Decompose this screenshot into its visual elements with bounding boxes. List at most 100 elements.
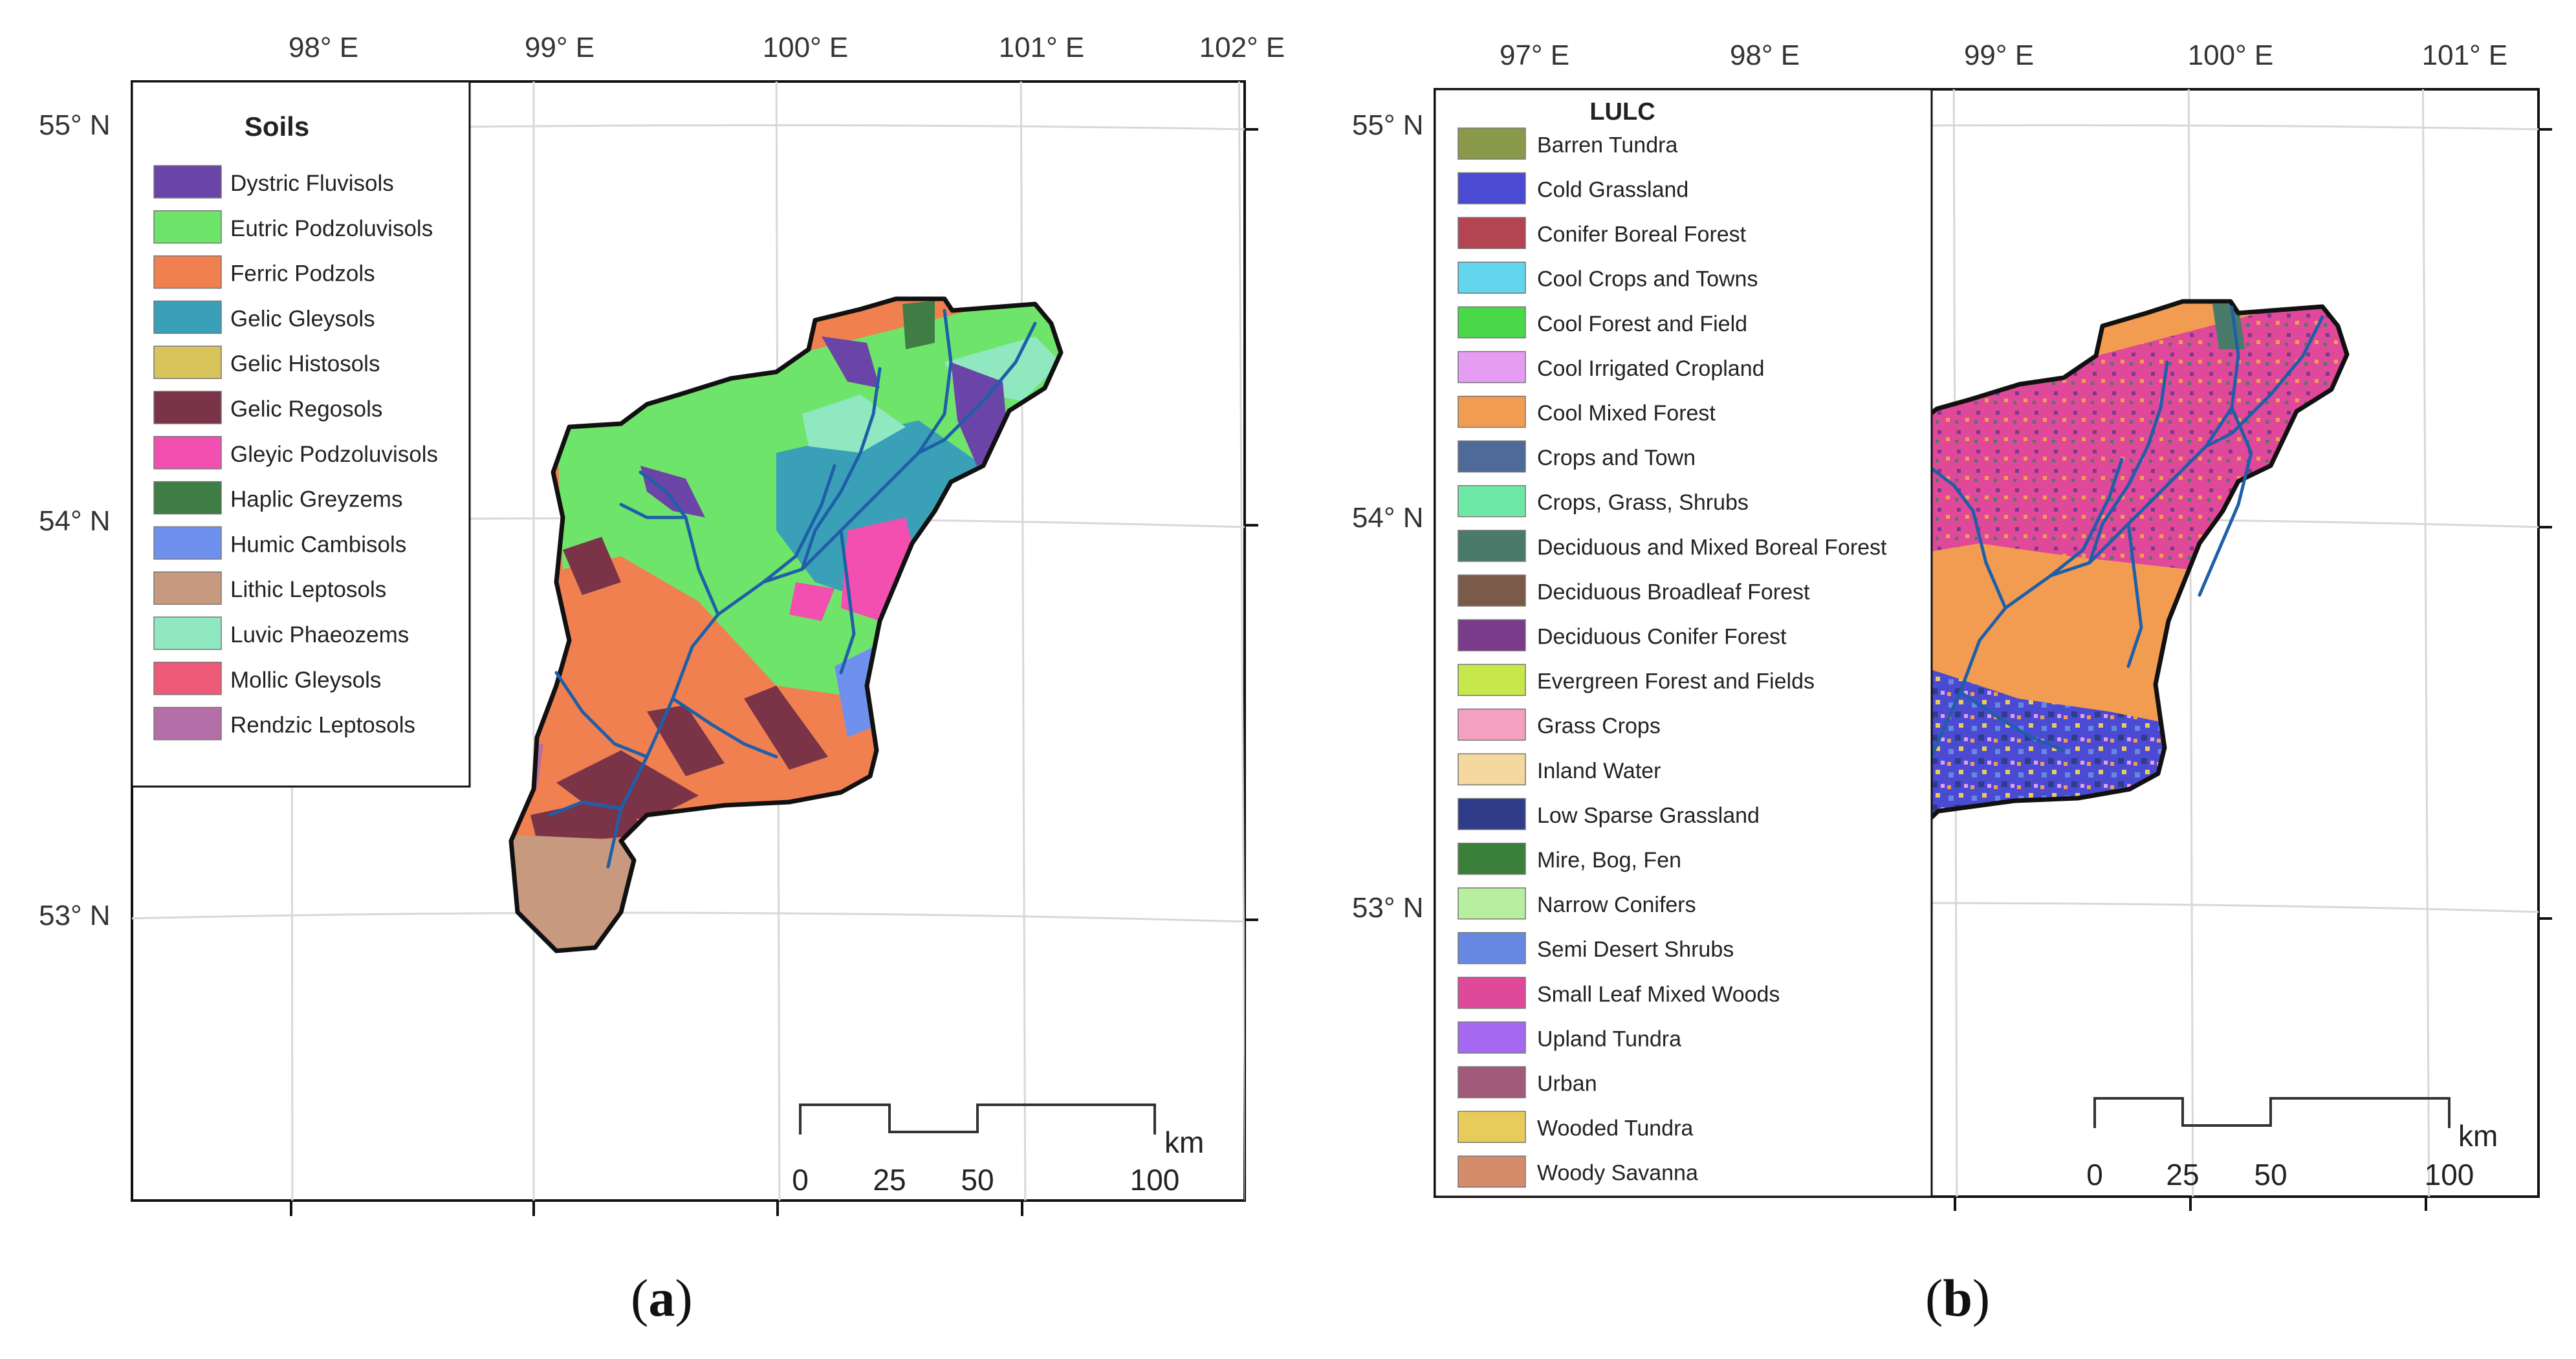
- legend-label: Deciduous Conifer Forest: [1537, 625, 1787, 649]
- basin-boundary: [508, 296, 1064, 953]
- legend-label: Narrow Conifers: [1537, 893, 1696, 917]
- legend-label: Mollic Gleysols: [230, 668, 381, 693]
- scale-bar: 0 25 50 100 km: [792, 1104, 1204, 1197]
- river-tributary: [1958, 690, 2066, 752]
- legend-label: Gelic Regosols: [230, 397, 382, 422]
- lulc-map: 97° E 98° E 99° E 100° E 101° E 55° N 54…: [1352, 39, 2552, 1211]
- river-tributary: [2126, 522, 2143, 668]
- river-network: [1842, 305, 2324, 862]
- legend-swatch: [153, 391, 222, 424]
- scale-bar-line: [799, 1104, 1156, 1135]
- legend-swatch: [153, 300, 222, 334]
- scale-bar-line: [2093, 1097, 2450, 1128]
- lon-label: 98° E: [1730, 39, 1800, 71]
- lon-label: 97° E: [1500, 39, 1569, 71]
- legend-label: Evergreen Forest and Fields: [1537, 669, 1815, 694]
- legend-label: Gelic Gleysols: [230, 306, 375, 331]
- legend-swatch: [1457, 708, 1526, 741]
- river-main: [606, 309, 953, 869]
- legend-swatch: [153, 255, 222, 289]
- legend-swatch: [153, 571, 222, 605]
- river-tributary: [2049, 457, 2124, 578]
- legend-label: Cool Crops and Towns: [1537, 267, 1758, 292]
- graticule-lon-line: [1020, 82, 1027, 1201]
- legend-label: Cool Mixed Forest: [1537, 401, 1716, 426]
- legend-label: Cool Forest and Field: [1537, 312, 1747, 336]
- river-tributary: [619, 503, 688, 519]
- zone-gelic-regosols: [563, 537, 621, 595]
- graticule-lon-line: [1238, 82, 1245, 1201]
- legend-title: Soils: [245, 111, 309, 142]
- lat-label: 55° N: [1352, 109, 1424, 141]
- legend-swatch: [1457, 261, 1526, 294]
- scale-label: 100: [2425, 1158, 2474, 1191]
- legend-items: Dystric Fluvisols Eutric Podzoluvisols Fer…: [153, 165, 438, 741]
- zone-luvic-phaeozems: [802, 395, 906, 453]
- river-tributary: [2204, 315, 2324, 448]
- lat-label: 55° N: [39, 109, 111, 141]
- river-tributary: [917, 321, 1037, 455]
- legend-swatch: [1457, 440, 1526, 473]
- legend-swatch: [1457, 842, 1526, 875]
- scale-label: 100: [1130, 1163, 1180, 1197]
- legend-label: Luvic Phaeozems: [230, 622, 409, 647]
- zone-gelic-regosols: [744, 686, 828, 770]
- legend-swatch: [1457, 798, 1526, 831]
- scale-unit: km: [1164, 1125, 1204, 1159]
- legend-swatch: [153, 662, 222, 695]
- legend-label: Low Sparse Grassland: [1537, 803, 1760, 828]
- lon-label: 99° E: [1964, 39, 2034, 71]
- river-tributary: [761, 464, 836, 584]
- river-tributary: [1926, 464, 2007, 610]
- legend-label: Conifer Boreal Forest: [1537, 223, 1747, 247]
- legend-swatch: [1457, 172, 1526, 204]
- legend-label: Gelic Histosols: [230, 351, 380, 376]
- scale-label: 50: [2254, 1158, 2287, 1191]
- legend-label: Deciduous Broadleaf Forest: [1537, 580, 1810, 604]
- legend-label: Urban: [1537, 1072, 1597, 1096]
- river-tributary: [2198, 406, 2253, 597]
- lon-label: 100° E: [763, 32, 849, 63]
- legend-swatch: [153, 616, 222, 650]
- zone-haplic-greyzems: [902, 301, 935, 349]
- frame-ticks: [290, 128, 1258, 1216]
- legend-swatch: [1457, 1021, 1526, 1054]
- legend-swatch: [1457, 977, 1526, 1009]
- legend-label: Gleyic Podzoluvisols: [230, 442, 438, 467]
- legend-label: Crops, Grass, Shrubs: [1537, 490, 1749, 515]
- legend-swatch: [1457, 664, 1526, 696]
- zone-dystric-fluvisols: [640, 466, 705, 517]
- legend-swatch: [153, 165, 222, 199]
- legend-label: Wooded Tundra: [1537, 1116, 1693, 1141]
- legend-label: Semi Desert Shrubs: [1537, 937, 1734, 962]
- river-tributary: [2088, 360, 2169, 565]
- legend-items: Barren Tundra Cold Grassland Conifer Borea…: [1457, 127, 1887, 1188]
- frame-ticks: [1954, 128, 2552, 1211]
- lon-label: 100° E: [2188, 39, 2274, 71]
- zone-gleyic-podzoluvisols: [789, 582, 835, 621]
- scale-label: 0: [792, 1163, 809, 1197]
- zone-dystric-fluvisols: [822, 336, 880, 388]
- lon-label: 101° E: [2422, 39, 2508, 71]
- legend-swatch: [1457, 395, 1526, 428]
- legend-swatch: [153, 436, 222, 470]
- legend-swatch: [1457, 932, 1526, 964]
- river-tributary: [800, 367, 882, 571]
- lat-label: 54° N: [39, 505, 111, 537]
- scale-label: 0: [2086, 1158, 2103, 1191]
- legend-swatch: [1457, 1066, 1526, 1098]
- legend-swatch: [1457, 887, 1526, 920]
- legend-swatch: [1457, 217, 1526, 249]
- river-tributary: [671, 697, 778, 759]
- panel-caption: (b): [1925, 1268, 1991, 1327]
- legend-swatch: [1457, 485, 1526, 517]
- legend-swatch: [153, 210, 222, 244]
- river-tributary: [839, 528, 856, 675]
- legend-swatch: [153, 526, 222, 560]
- scale-label: 25: [873, 1163, 906, 1197]
- soils-legend: Soils Dystric Fluvisols Eutric Podzoluvis…: [131, 80, 471, 788]
- legend-swatch: [1457, 619, 1526, 651]
- legend-swatch: [1457, 1111, 1526, 1143]
- graticule-lon-line: [2421, 89, 2430, 1197]
- legend-label: Ferric Podzols: [230, 261, 375, 287]
